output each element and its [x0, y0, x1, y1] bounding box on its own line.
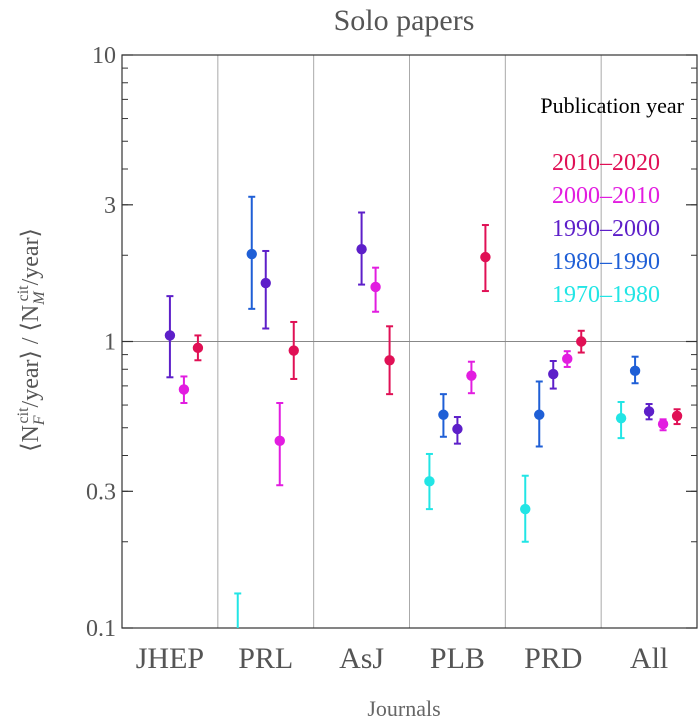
- x-tick-label: PLB: [430, 642, 485, 675]
- point-marker: [438, 409, 449, 420]
- data-point: [629, 355, 641, 385]
- point-marker: [192, 342, 204, 354]
- legend-entry: 1970–1980: [552, 282, 660, 308]
- x-tick-label: AsJ: [339, 642, 384, 675]
- legend-entry: 2010–2020: [552, 150, 660, 176]
- point-marker: [671, 410, 683, 422]
- data-point: [370, 266, 381, 313]
- data-point: [520, 474, 531, 543]
- y-tick-label: 10: [92, 43, 116, 69]
- legend: Publication year 2010–2020 2000–2010 1990–…: [540, 93, 684, 308]
- y-tick-label: 0.1: [86, 616, 116, 642]
- y-tick-label: 1: [104, 330, 116, 356]
- data-point: [164, 295, 176, 379]
- data-point: [192, 334, 204, 362]
- data-point: [178, 375, 190, 405]
- y-axis-label: ⟨NFcit/year⟩ / ⟨NMcit/year⟩: [15, 228, 48, 452]
- data-point: [466, 360, 477, 395]
- y-tick-label: 0.3: [86, 479, 116, 505]
- data-point: [356, 211, 367, 286]
- y-tick-label: 3: [104, 193, 116, 219]
- legend-title: Publication year: [540, 93, 684, 118]
- data-point: [671, 408, 683, 426]
- y-axis-label-sub: F: [31, 415, 48, 426]
- y-axis-label-sub: M: [31, 290, 48, 306]
- point-marker: [480, 251, 491, 263]
- legend-entry: 1980–1990: [552, 249, 660, 275]
- separators-layer: [122, 55, 697, 628]
- data-point: [480, 224, 491, 293]
- x-tick-label: PRL: [238, 642, 293, 675]
- data-point: [384, 325, 395, 396]
- y-axis-label-sup: cit: [15, 285, 32, 302]
- data-point: [615, 400, 627, 440]
- y-axis-label-part: ⟨N: [18, 425, 44, 452]
- data-point: [234, 592, 242, 628]
- point-marker: [629, 365, 641, 377]
- point-marker: [178, 384, 190, 395]
- legend-entry: 2000–2010: [552, 183, 660, 209]
- data-point: [438, 393, 449, 438]
- x-axis-label: Journals: [367, 696, 440, 721]
- point-marker: [384, 355, 395, 366]
- data-point: [424, 452, 435, 511]
- data-point: [260, 249, 271, 330]
- point-marker: [356, 243, 367, 255]
- point-marker: [288, 345, 299, 356]
- data-point: [562, 350, 573, 368]
- x-tick-label: All: [630, 642, 668, 675]
- point-marker: [260, 277, 271, 289]
- y-axis-label-part: /year⟩: [18, 228, 44, 285]
- point-marker: [643, 406, 655, 417]
- data-point: [576, 329, 587, 354]
- marks-layer: [164, 195, 683, 628]
- data-point: [534, 380, 545, 448]
- point-marker: [274, 435, 285, 447]
- point-marker: [466, 370, 477, 381]
- point-marker: [576, 336, 587, 347]
- y-axis-label-part: /year⟩ / ⟨N: [18, 305, 44, 408]
- data-point: [643, 403, 655, 421]
- data-point: [288, 320, 299, 380]
- point-marker: [657, 418, 669, 430]
- data-point: [452, 416, 463, 445]
- point-marker: [246, 248, 257, 260]
- data-point: [657, 418, 669, 432]
- svg-text:⟨NFcit/year⟩ / ⟨NMcit/year⟩: ⟨NFcit/year⟩ / ⟨NMcit/year⟩: [15, 228, 48, 452]
- point-marker: [520, 503, 531, 515]
- point-marker: [615, 412, 627, 424]
- point-marker: [548, 368, 559, 380]
- data-point: [274, 402, 285, 487]
- point-marker: [452, 423, 463, 435]
- y-axis-label-sup: cit: [15, 407, 32, 424]
- x-tick-label: PRD: [524, 642, 582, 675]
- point-marker: [534, 409, 545, 420]
- point-marker: [424, 476, 435, 487]
- point-marker: [562, 353, 573, 365]
- data-point: [246, 195, 257, 310]
- chart-title: Solo papers: [334, 4, 475, 37]
- x-tick-label: JHEP: [136, 642, 204, 675]
- point-marker: [164, 330, 176, 341]
- point-marker: [370, 281, 381, 293]
- axes-layer: 0.1 0.3 1 3 10 JHEP PRL AsJ PLB PRD All: [86, 43, 698, 675]
- data-point: [548, 359, 559, 390]
- legend-entry: 1990–2000: [552, 216, 660, 242]
